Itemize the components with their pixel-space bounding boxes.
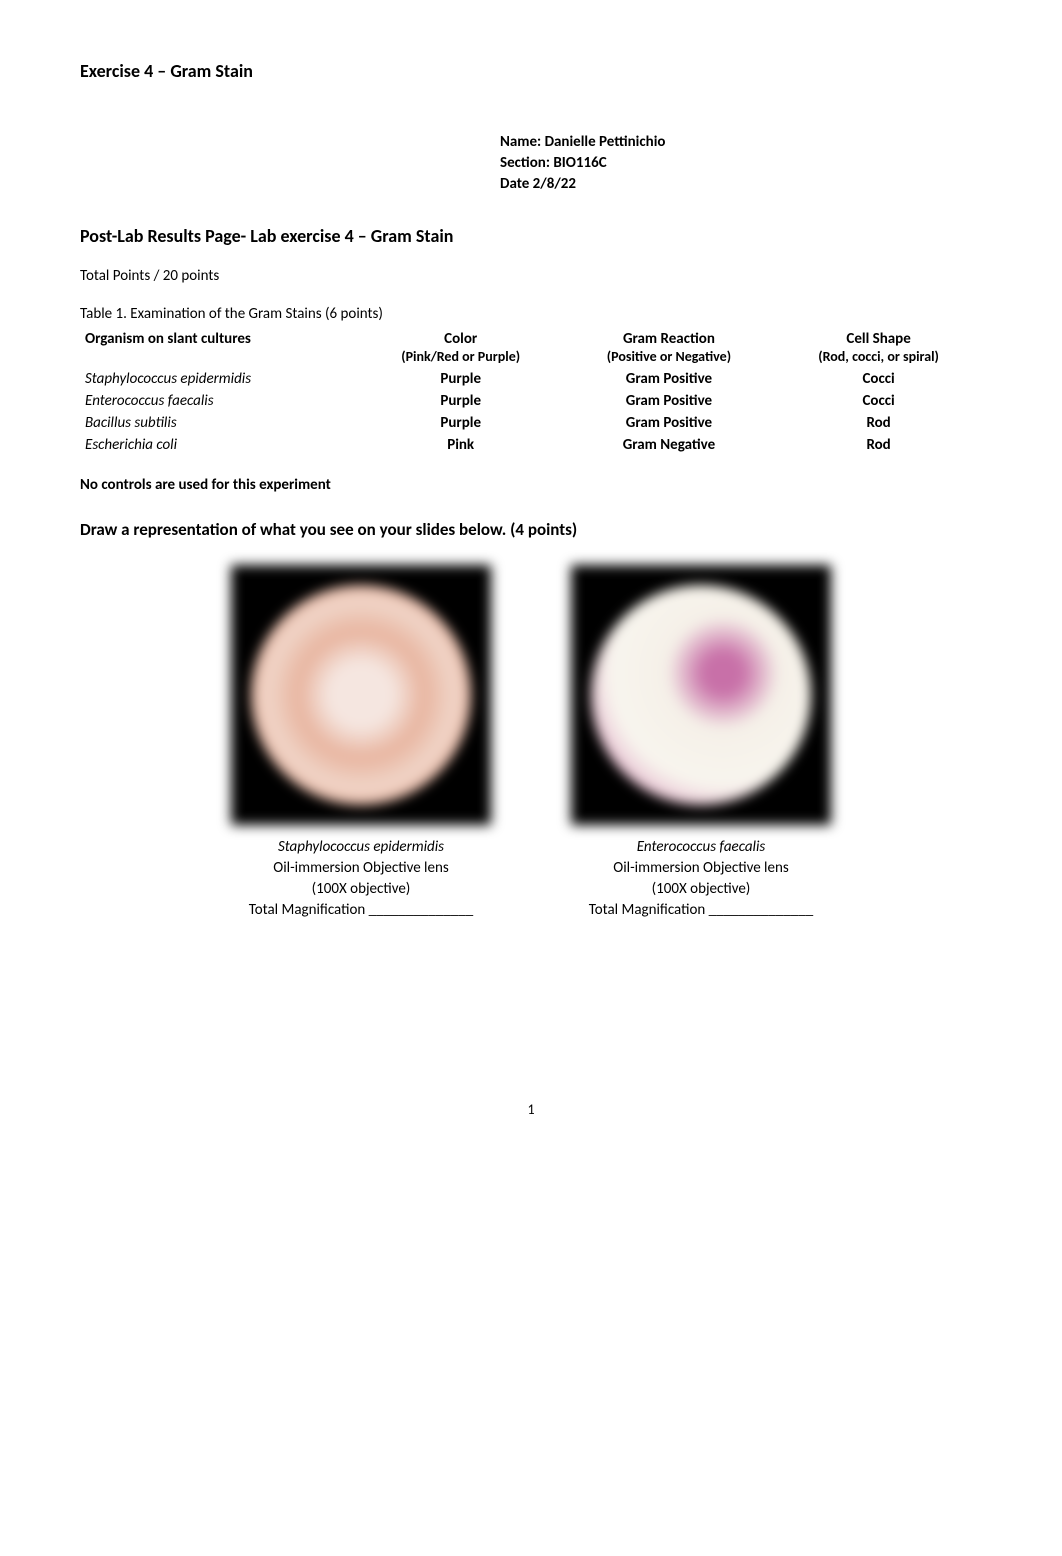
color-cell: Pink	[359, 434, 563, 456]
col4-line1: Cell Shape	[846, 330, 910, 348]
slide-right-label: Enterococcus faecalis Oil-immersion Obje…	[589, 837, 813, 921]
total-points: Total Points / 20 points	[80, 267, 982, 285]
student-date: Date 2/8/22	[500, 174, 982, 195]
slide-right-organism: Enterococcus faecalis	[589, 837, 813, 858]
student-name: Name: Danielle Pettinichio	[500, 132, 982, 153]
student-section: Section: BIO116C	[500, 153, 982, 174]
slide-image-left	[231, 565, 491, 825]
slide-left-magnification: Total Magnification ______________	[249, 900, 473, 921]
table-row: Staphylococcus epidermidis Purple Gram P…	[80, 368, 982, 390]
shape-cell: Rod	[775, 412, 982, 434]
slide-left-organism: Staphylococcus epidermidis	[249, 837, 473, 858]
slide-left: Staphylococcus epidermidis Oil-immersion…	[231, 565, 491, 921]
table-row: Enterococcus faecalis Purple Gram Positi…	[80, 390, 982, 412]
exercise-title: Exercise 4 – Gram Stain	[80, 60, 982, 82]
organism-cell: Bacillus subtilis	[80, 412, 359, 434]
page-number: 1	[80, 1101, 982, 1118]
col4-line2: (Rod, cocci, or spiral)	[818, 348, 939, 365]
draw-heading: Draw a representation of what you see on…	[80, 519, 982, 540]
reaction-cell: Gram Positive	[563, 390, 776, 412]
reaction-cell: Gram Positive	[563, 368, 776, 390]
table-header-row: Organism on slant cultures Color (Pink/R…	[80, 328, 982, 368]
reaction-cell: Gram Positive	[563, 412, 776, 434]
shape-cell: Cocci	[775, 368, 982, 390]
col2-line1: Color	[444, 330, 477, 348]
table-row: Escherichia coli Pink Gram Negative Rod	[80, 434, 982, 456]
col3-line1: Gram Reaction	[623, 330, 715, 348]
col-header-reaction: Gram Reaction (Positive or Negative)	[563, 328, 776, 368]
slide-image-right	[571, 565, 831, 825]
slide-right-lens: Oil-immersion Objective lens	[589, 858, 813, 879]
microscope-circle-icon	[251, 585, 471, 805]
col-header-color: Color (Pink/Red or Purple)	[359, 328, 563, 368]
organism-cell: Escherichia coli	[80, 434, 359, 456]
slide-left-label: Staphylococcus epidermidis Oil-immersion…	[249, 837, 473, 921]
slide-right-magnification: Total Magnification ______________	[589, 900, 813, 921]
col1-line1: Organism on slant cultures	[85, 330, 251, 348]
gram-stain-table: Organism on slant cultures Color (Pink/R…	[80, 328, 982, 456]
student-info-block: Name: Danielle Pettinichio Section: BIO1…	[500, 132, 982, 195]
col-header-shape: Cell Shape (Rod, cocci, or spiral)	[775, 328, 982, 368]
no-controls-note: No controls are used for this experiment	[80, 476, 982, 494]
microscope-circle-icon	[591, 585, 811, 805]
lab-heading: Post-Lab Results Page- Lab exercise 4 – …	[80, 225, 982, 247]
table-row: Bacillus subtilis Purple Gram Positive R…	[80, 412, 982, 434]
slide-right-objective: (100X objective)	[589, 879, 813, 900]
col2-line2: (Pink/Red or Purple)	[401, 348, 520, 365]
table-caption: Table 1. Examination of the Gram Stains …	[80, 305, 982, 323]
color-cell: Purple	[359, 368, 563, 390]
organism-cell: Enterococcus faecalis	[80, 390, 359, 412]
shape-cell: Cocci	[775, 390, 982, 412]
reaction-cell: Gram Negative	[563, 434, 776, 456]
col3-line2: (Positive or Negative)	[607, 348, 731, 365]
shape-cell: Rod	[775, 434, 982, 456]
organism-cell: Staphylococcus epidermidis	[80, 368, 359, 390]
slide-left-objective: (100X objective)	[249, 879, 473, 900]
col-header-organism: Organism on slant cultures	[80, 328, 359, 368]
slide-right: Enterococcus faecalis Oil-immersion Obje…	[571, 565, 831, 921]
color-cell: Purple	[359, 412, 563, 434]
slide-left-lens: Oil-immersion Objective lens	[249, 858, 473, 879]
slides-row: Staphylococcus epidermidis Oil-immersion…	[80, 565, 982, 921]
color-cell: Purple	[359, 390, 563, 412]
